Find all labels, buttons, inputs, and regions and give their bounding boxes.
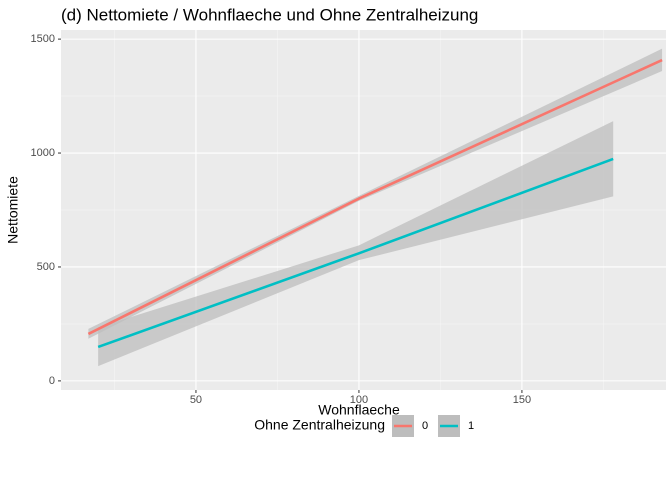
- chart-title: (d) Nettomiete / Wohnflaeche und Ohne Ze…: [61, 5, 478, 24]
- plot-area: [87, 48, 663, 367]
- legend-title: Ohne Zentralheizung: [254, 417, 385, 433]
- x-axis-label: Wohnflaeche: [318, 402, 400, 418]
- y-axis-label: Nettomiete: [5, 176, 21, 244]
- y-tick-label: 1000: [31, 147, 55, 159]
- legend-label: 1: [468, 420, 474, 432]
- x-tick-label: 100: [350, 394, 368, 406]
- y-tick-label: 1500: [31, 33, 55, 45]
- fit-line: [87, 58, 663, 336]
- confidence-ribbon: [88, 48, 663, 339]
- y-tick-label: 0: [49, 375, 55, 387]
- y-tick-label: 500: [37, 261, 55, 273]
- legend-label: 0: [422, 420, 428, 432]
- fit-line: [97, 157, 614, 349]
- x-tick-label: 50: [190, 394, 202, 406]
- confidence-ribbon: [98, 121, 614, 367]
- x-tick-label: 150: [513, 394, 531, 406]
